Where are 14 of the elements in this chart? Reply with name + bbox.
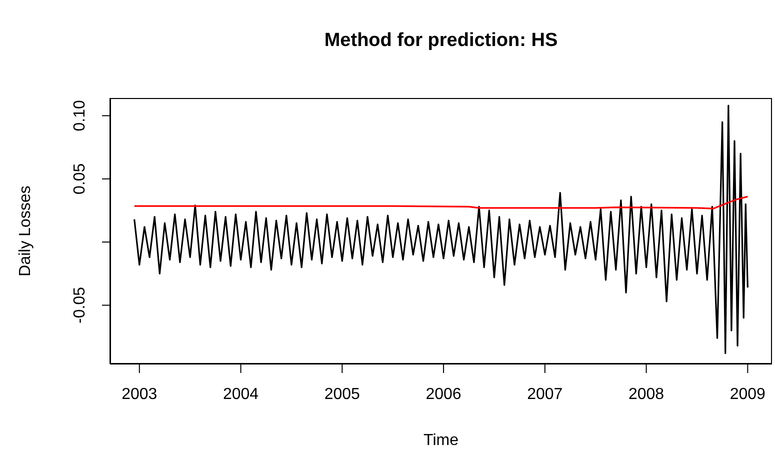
x-tick-label: 2009 [730, 386, 766, 403]
y-axis-title: Daily Losses [16, 184, 35, 278]
x-tick-label: 2004 [222, 386, 259, 403]
x-tick-label: 2003 [122, 386, 158, 403]
x-axis-title: Time [422, 432, 460, 450]
x-tick-label: 2007 [527, 386, 563, 403]
x-tick-label: 2008 [628, 386, 664, 403]
y-tick-label: 0.05 [72, 163, 88, 194]
y-tick-label: -0.05 [72, 286, 88, 324]
x-tick-label: 2006 [426, 386, 462, 403]
line-series [134, 196, 748, 210]
chart-title: Method for prediction: HS [323, 30, 559, 52]
x-tick-label: 2005 [324, 386, 360, 403]
y-tick-label: 0.10 [72, 100, 88, 132]
